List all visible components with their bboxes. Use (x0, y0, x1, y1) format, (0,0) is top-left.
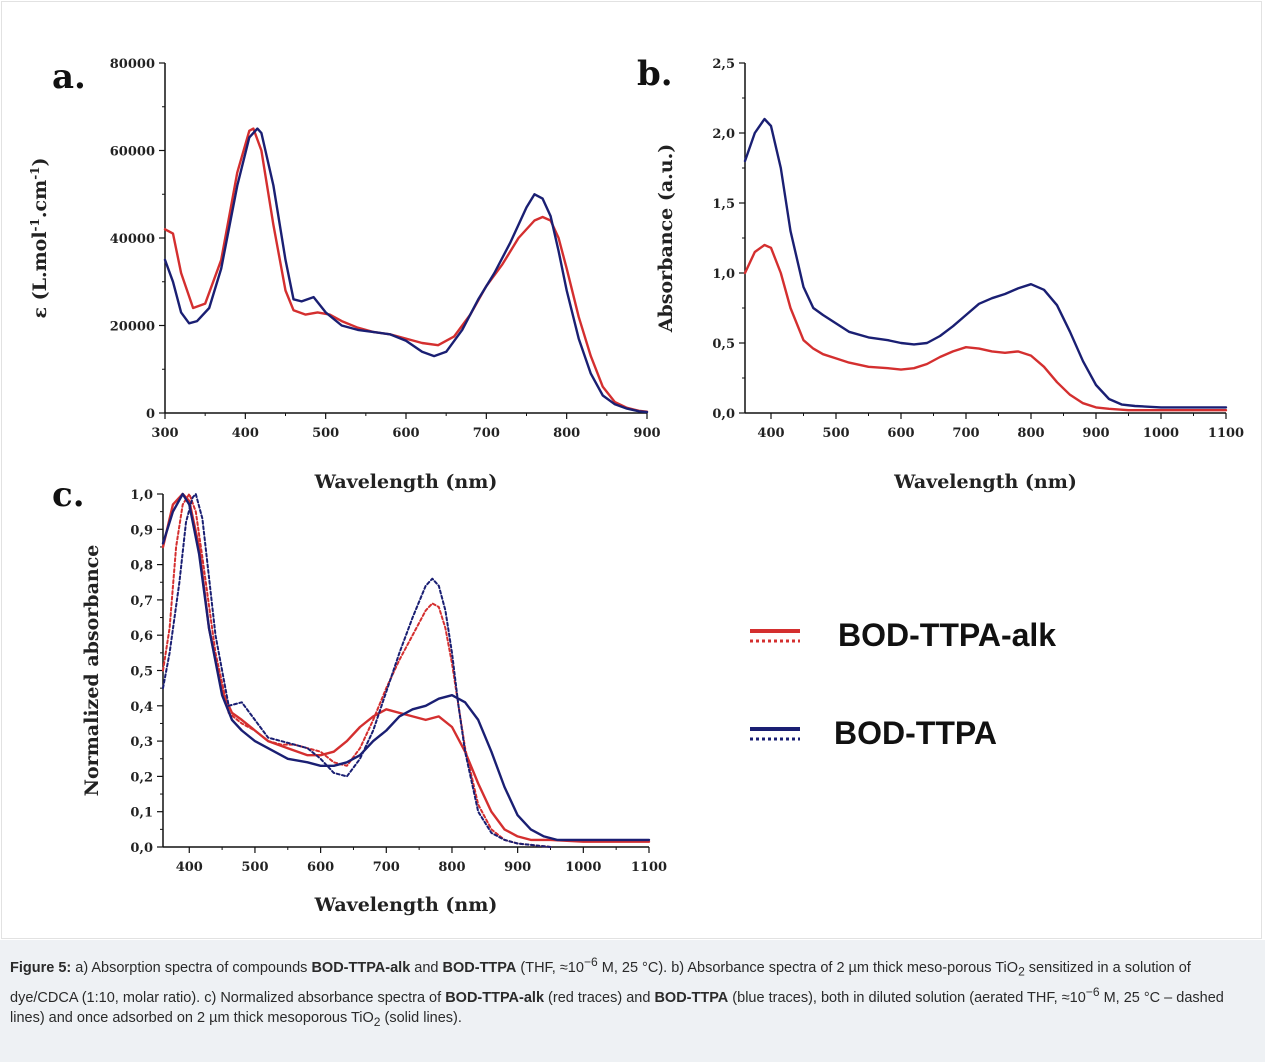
x-tick-label: 400 (176, 860, 203, 875)
caption-subscript: 2 (373, 1014, 381, 1029)
y-tick-label: 2,0 (712, 127, 735, 142)
legend: BOD-TTPA-alk BOD-TTPA (750, 617, 1056, 751)
legend-item-bod-ttpa: BOD-TTPA (750, 715, 997, 751)
caption-text: (red traces) and (544, 989, 655, 1006)
caption-compound: BOD-TTPA (442, 959, 517, 976)
x-tick-label: 1100 (1208, 426, 1244, 441)
y-tick-label: 40000 (110, 232, 155, 247)
y-axis-label: ε (L.mol-1.cm-1) (28, 157, 51, 318)
x-tick-label: 1000 (565, 860, 601, 875)
x-tick-label: 700 (473, 426, 500, 441)
chart-b: 400 500 600 700 800 900 1000 1100 0,0 0,5 1,0 1,5 2,… (655, 57, 1244, 493)
caption-text: M, 25 °C – dashed lines) and once adsorb… (10, 989, 1224, 1026)
x-tick-label: 800 (1017, 426, 1044, 441)
x-axis-label: Wavelength (nm) (314, 894, 498, 916)
x-tick-label: 600 (887, 426, 914, 441)
caption-superscript: −6 (583, 955, 598, 969)
chart-a: 300 400 500 600 700 800 900 0 20000 40000 60000 800… (28, 57, 661, 493)
series-bod-ttpa-dashed-line (162, 493, 552, 848)
charts-canvas: a. b. c. 300 400 500 600 700 800 9000200004000… (28, 54, 1244, 916)
x-tick-label: 1100 (631, 860, 667, 875)
caption-compound: BOD-TTPA (654, 989, 729, 1006)
y-tick-label: 0,1 (130, 806, 153, 821)
x-tick-label: 700 (952, 426, 979, 441)
x-tick-label: 900 (504, 860, 531, 875)
x-tick-label: 800 (438, 860, 465, 875)
x-tick-label: 500 (822, 426, 849, 441)
y-tick-label: 0,5 (130, 665, 153, 680)
figure-caption: Figure 5: a) Absorption spectra of compo… (0, 940, 1265, 1062)
x-tick-label: 800 (553, 426, 580, 441)
legend-item-bod-ttpa-alk: BOD-TTPA-alk (750, 617, 1056, 653)
y-tick-label: 0,4 (130, 700, 153, 715)
x-tick-label: 700 (373, 860, 400, 875)
y-tick-label: 80000 (110, 57, 155, 72)
caption-compound: BOD-TTPA-alk (311, 959, 411, 976)
axes: 400 500 600 700 800 900 1000 1100 0,0 0,5 1,0 1,5 2,… (712, 57, 1244, 441)
y-tick-label: 0,5 (712, 337, 735, 352)
caption-text: M, 25 °C). b) Absorbance spectra of 2 µm… (597, 959, 1019, 976)
axes: 300 400 500 600 700 800 900 0 20000 40000 60000 800… (110, 57, 661, 441)
caption-compound: BOD-TTPA-alk (445, 989, 545, 1006)
x-tick-label: 400 (232, 426, 259, 441)
y-tick-label: 60000 (110, 145, 155, 160)
y-tick-label: 0,6 (130, 629, 153, 644)
y-tick-label: 2,5 (712, 57, 735, 72)
x-tick-label: 600 (392, 426, 419, 441)
y-tick-label: 0,2 (130, 770, 153, 785)
y-tick-label: 1,5 (712, 197, 735, 212)
caption-superscript: −6 (1085, 984, 1100, 999)
x-tick-label: 400 (757, 426, 784, 441)
caption-text: (blue traces), both in diluted solution … (728, 989, 1086, 1006)
series-bod-ttpa-solid-line (743, 117, 1228, 409)
y-tick-label: 0,3 (130, 735, 153, 750)
y-tick-label: 0,9 (130, 523, 153, 538)
y-tick-label: 20000 (110, 320, 155, 335)
x-tick-label: 500 (312, 426, 339, 441)
panel-label-c: c. (52, 475, 85, 515)
series-bod-ttpa-alk-solid-line (743, 243, 1228, 412)
x-axis-label: Wavelength (nm) (893, 471, 1077, 493)
caption-label: Figure 5: (10, 959, 72, 976)
figure-frame (1, 1, 1262, 939)
series-bod-ttpa-alk-solid-line (163, 127, 649, 413)
chart-c: 400 500 600 700 800 900 1000 1100 0,0 0,1 0,2 0,3 0,… (81, 488, 667, 916)
x-axis-label: Wavelength (nm) (314, 471, 498, 493)
x-tick-label: 900 (633, 426, 660, 441)
x-tick-label: 1000 (1143, 426, 1179, 441)
series-bod-ttpa-alk-solid-line (161, 492, 651, 843)
caption-subscript: 2 (1018, 964, 1025, 979)
y-tick-label: 1,0 (130, 488, 153, 503)
caption-text: a) Absorption spectra of compounds (71, 959, 312, 976)
y-axis-label: Absorbance (a.u.) (655, 144, 677, 333)
caption-text: (solid lines). (380, 1009, 462, 1026)
series-bod-ttpa-solid-line (163, 127, 649, 414)
y-tick-label: 0,8 (130, 559, 153, 574)
caption-text: sensitized in a solution of dye/CDCA (1:… (10, 959, 1191, 1006)
y-tick-label: 0,0 (130, 841, 153, 856)
x-tick-label: 300 (151, 426, 178, 441)
caption-text: (THF, ≈10 (516, 959, 584, 976)
caption-text: and (410, 959, 443, 976)
x-tick-label: 900 (1082, 426, 1109, 441)
legend-label: BOD-TTPA (834, 715, 997, 751)
y-tick-label: 0,0 (712, 407, 735, 422)
legend-label: BOD-TTPA-alk (838, 617, 1056, 653)
x-tick-label: 600 (307, 860, 334, 875)
y-axis-label: Normalized absorbance (81, 545, 103, 797)
series-bod-ttpa-solid-line (161, 492, 651, 842)
panel-label-b: b. (637, 54, 673, 94)
y-tick-label: 1,0 (712, 267, 735, 282)
y-tick-label: 0,7 (130, 594, 153, 609)
panel-label-a: a. (52, 57, 86, 97)
x-tick-label: 500 (241, 860, 268, 875)
y-tick-label: 0 (146, 407, 155, 422)
axes: 400 500 600 700 800 900 1000 1100 0,0 0,1 0,2 0,3 0,… (130, 488, 667, 875)
